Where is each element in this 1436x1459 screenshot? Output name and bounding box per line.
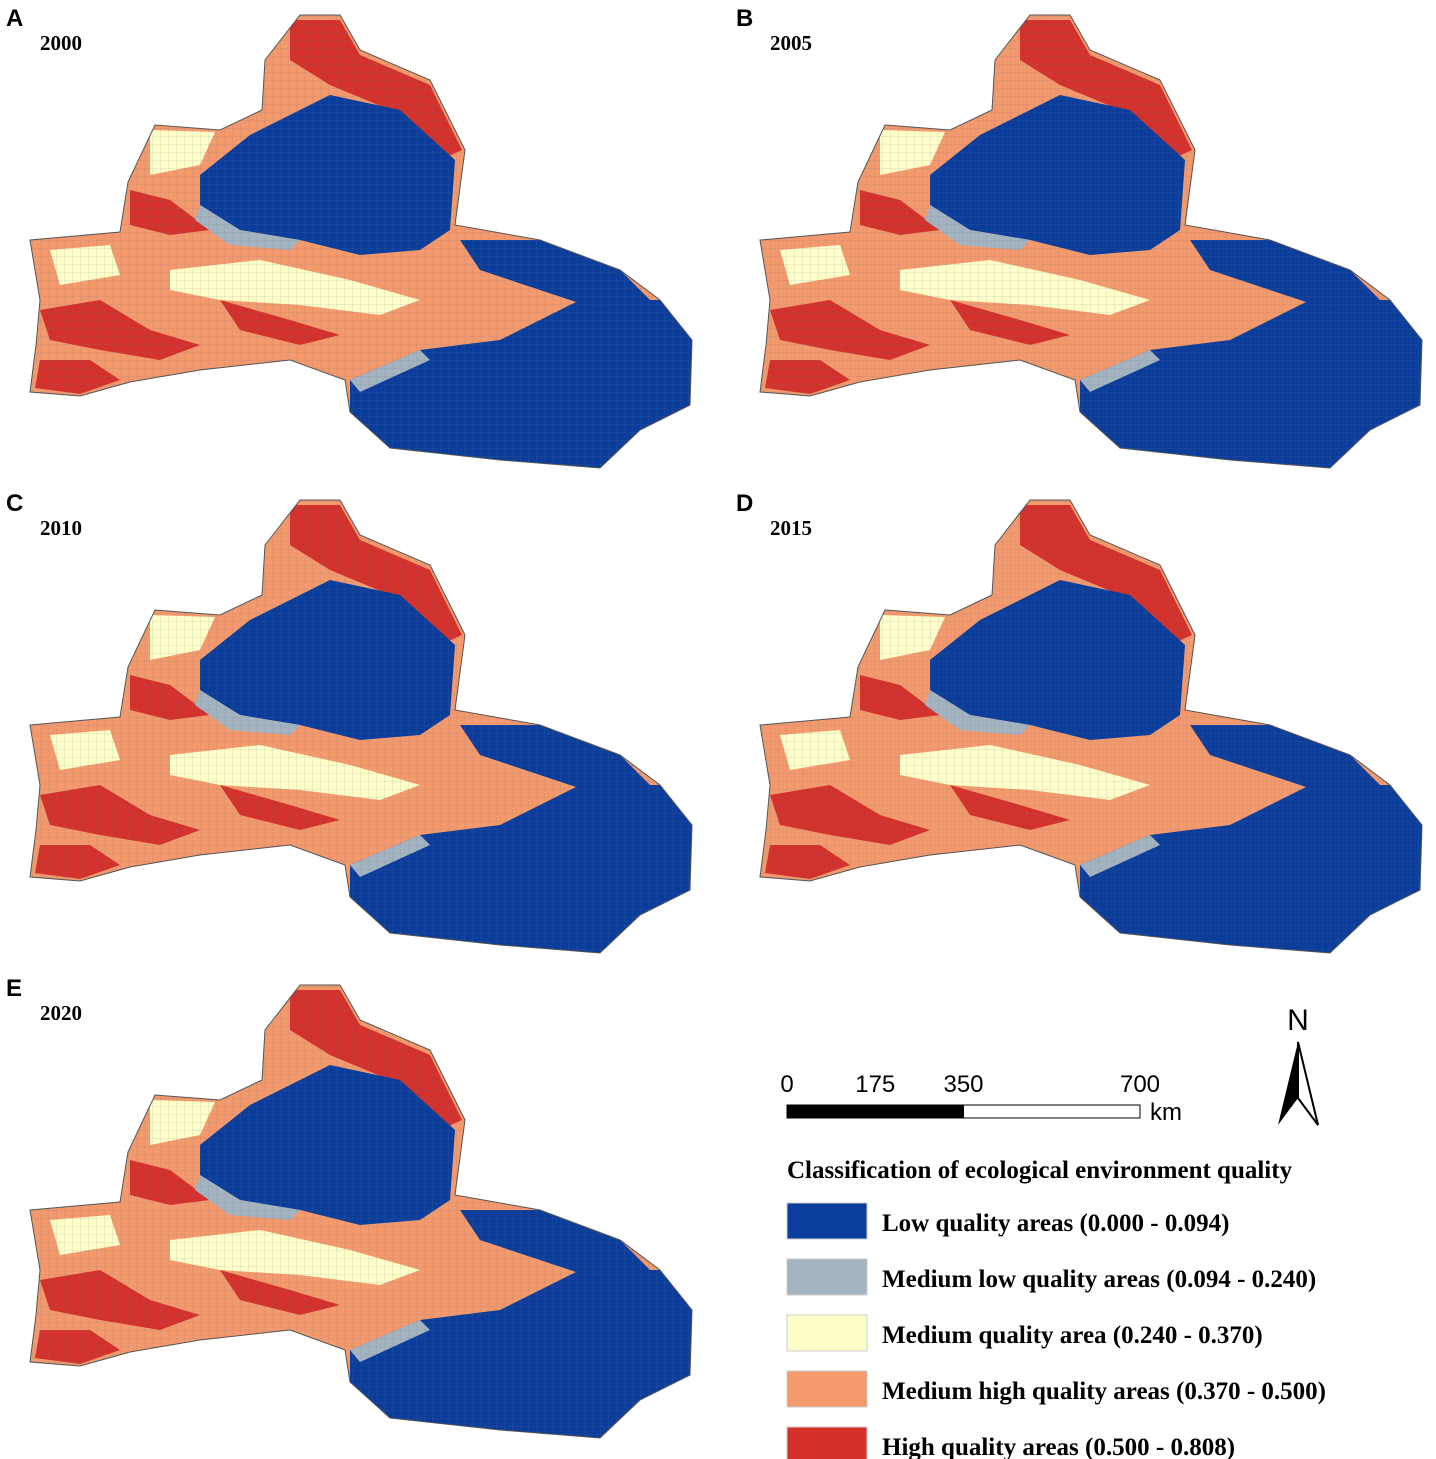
scale-label: 700 (1120, 1071, 1160, 1098)
cell-grid (30, 15, 692, 468)
map-outline (759, 14, 1423, 469)
legend-label: High quality areas (0.500 - 0.808) (882, 1434, 1235, 1459)
cell-grid (760, 500, 1422, 953)
map-outline (759, 499, 1423, 954)
panel-letter: E (6, 975, 22, 1002)
map (29, 499, 693, 954)
panel-year: 2005 (770, 31, 812, 55)
scale-label: 0 (780, 1071, 793, 1098)
map-fill (30, 500, 692, 953)
panel-letter: B (736, 5, 753, 32)
legend-title: Classification of ecological environment… (787, 1157, 1293, 1184)
legend-label: Medium high quality areas (0.370 - 0.500… (882, 1378, 1326, 1405)
legend-label: Medium quality area (0.240 - 0.370) (882, 1322, 1263, 1349)
panel-year: 2010 (40, 516, 82, 540)
panel-year: 2000 (40, 31, 82, 55)
map-fill (760, 500, 1422, 953)
north-arrow (1297, 1041, 1319, 1126)
map (29, 984, 693, 1439)
legend-swatch (786, 1202, 868, 1240)
map-outline (29, 984, 693, 1439)
panel-year: 2015 (770, 516, 812, 540)
panel-letter: D (736, 490, 753, 517)
scale-label: 175 (855, 1071, 895, 1098)
legend-swatch (786, 1426, 868, 1459)
cell-grid (30, 985, 692, 1438)
map (29, 14, 693, 469)
map-fill (30, 985, 692, 1438)
cell-grid (30, 500, 692, 953)
map-fill (30, 15, 692, 468)
cell-grid (760, 15, 1422, 468)
legend-label: Medium low quality areas (0.094 - 0.240) (882, 1266, 1316, 1293)
north-arrow (1278, 1042, 1298, 1125)
legend-swatch (786, 1258, 868, 1296)
map-outline (29, 499, 693, 954)
panel-letter: A (6, 5, 23, 32)
panel-year: 2020 (40, 1001, 82, 1025)
north-label: N (1287, 1004, 1309, 1037)
map-fill (760, 15, 1422, 468)
legend-label: Low quality areas (0.000 - 0.094) (882, 1210, 1229, 1237)
panel-letter: C (6, 490, 23, 517)
map (759, 14, 1423, 469)
legend-swatch (786, 1370, 868, 1408)
legend-swatch (786, 1314, 868, 1352)
map-outline (29, 14, 693, 469)
scale-unit: km (1150, 1099, 1182, 1126)
scale-label: 350 (943, 1071, 983, 1098)
map (759, 499, 1423, 954)
